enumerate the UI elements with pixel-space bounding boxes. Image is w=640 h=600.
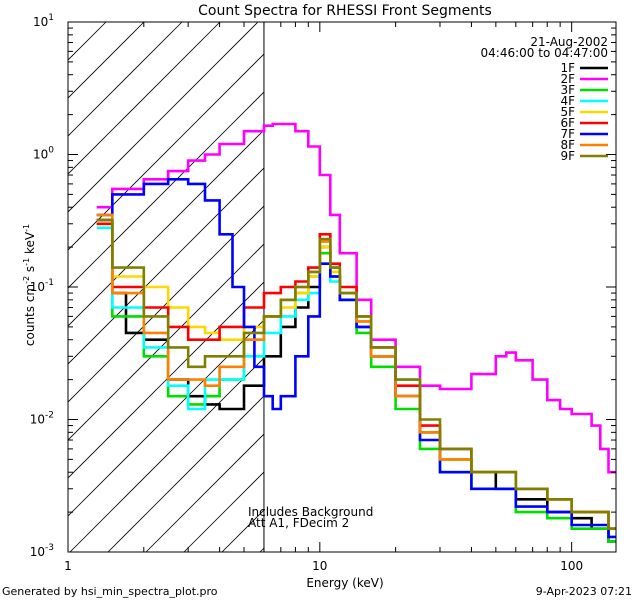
time-range-label: 04:46:00 to 04:47:00 [481, 46, 608, 60]
footer-generated-by: Generated by hsi_min_spectra_plot.pro [2, 585, 218, 598]
y-axis-label-exp-3: -1 [22, 224, 31, 232]
x-tick-label: 100 [560, 559, 583, 573]
legend-label-9f: 9F [560, 149, 575, 163]
hatch-line [68, 22, 183, 137]
y-axis-label-kev: keV [23, 231, 37, 258]
legend-label-2f: 2F [560, 72, 575, 86]
y-axis-label-exp-1: -2 [22, 276, 31, 284]
y-tick-label: 10-2 [30, 411, 54, 427]
footer-timestamp: 9-Apr-2023 07:21 [536, 585, 632, 598]
legend-label-4f: 4F [560, 94, 575, 108]
date-label: 21-Aug-2002 [530, 35, 608, 49]
y-axis-label-s: s [23, 266, 37, 276]
legend-label-6f: 6F [560, 116, 575, 130]
legend-label-3f: 3F [560, 83, 575, 97]
axis-ticks: 1 10 100 10-3 10-2 10-1 100 101 [30, 13, 616, 573]
hatch-line [68, 22, 297, 251]
legend-label-1f: 1F [560, 61, 575, 75]
series-line-7f [96, 178, 616, 539]
y-axis-label-counts: counts cm [23, 284, 37, 346]
series-line-9f [96, 218, 616, 530]
hatch-line [68, 22, 221, 175]
x-tick-label: 10 [312, 559, 327, 573]
y-tick-label: 10-3 [30, 543, 54, 559]
y-tick-label: 101 [33, 13, 54, 29]
annotation-background: Includes Background [248, 505, 373, 519]
chart-title: Count Spectra for RHESSI Front Segments [198, 3, 492, 19]
y-axis-label: counts cm-2 s-1 keV-1 [22, 224, 37, 346]
annotation-attenuator: Att A1, FDecim 2 [248, 516, 349, 530]
legend-label-5f: 5F [560, 105, 575, 119]
legend-label-7f: 7F [560, 127, 575, 141]
legend-label-8f: 8F [560, 138, 575, 152]
x-tick-label: 1 [64, 559, 72, 573]
hatch-line [68, 22, 259, 213]
y-axis-label-exp-2: -1 [22, 258, 31, 266]
x-axis-label: Energy (keV) [306, 576, 383, 590]
y-tick-label: 10-1 [30, 278, 54, 294]
y-tick-label: 100 [33, 146, 54, 162]
series-group [96, 122, 616, 543]
